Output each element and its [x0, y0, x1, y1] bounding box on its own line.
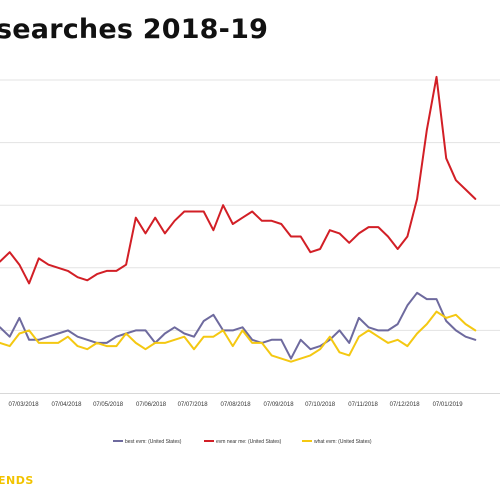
grid-lines [0, 79, 500, 394]
x-tick-label: 07/04/2018 [51, 402, 82, 408]
x-tick-label: 07/03/2018 [9, 402, 40, 408]
x-tick-label: 07/01/2019 [433, 402, 464, 408]
series-line-3 [0, 310, 477, 363]
x-tick-label: 07/11/2018 [348, 402, 378, 408]
legend-label: evm near me: (United States) [216, 439, 282, 445]
series-line-1 [0, 291, 477, 360]
x-tick-label: 07/07/2018 [178, 402, 209, 408]
x-tick-label: 07/05/2018 [93, 402, 124, 408]
x-tick-label: 07/08/2018 [221, 402, 252, 408]
chart-title: searches 2018-19 [0, 14, 269, 45]
series-lines [0, 75, 477, 363]
x-tick-label: 07/09/2018 [264, 402, 295, 408]
legend-label: what evm: (United States) [314, 439, 372, 445]
x-axis-ticks: 07/03/2018 07/04/2018 07/05/2018 07/06/2018… [9, 402, 464, 408]
x-tick-label: 07/12/2018 [390, 402, 421, 408]
x-tick-label: 07/10/2018 [305, 402, 336, 408]
legend-label: best evm: (United States) [125, 439, 182, 445]
x-tick-label: 07/06/2018 [136, 402, 167, 408]
legend: best evm: (United States) evm near me: (U… [113, 439, 372, 445]
series-line-2 [0, 75, 477, 285]
brand-logo-text: ENDS [0, 474, 34, 487]
